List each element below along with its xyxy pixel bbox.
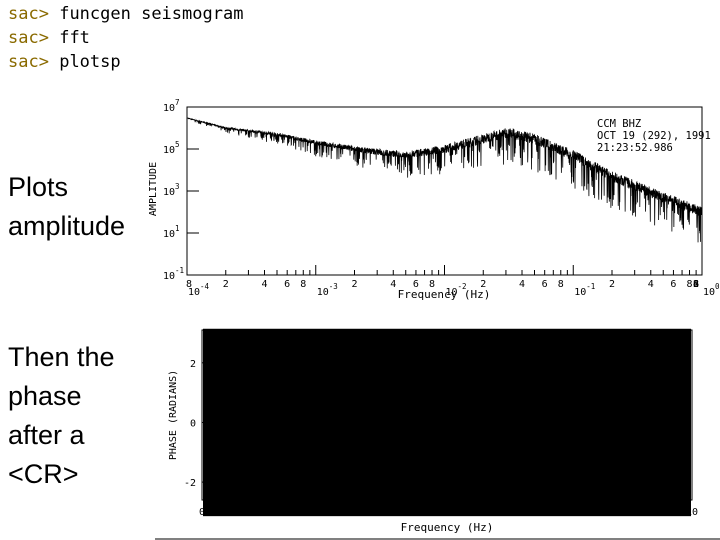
phase-trace-band bbox=[203, 328, 691, 517]
x-minor-label: 2 bbox=[223, 279, 229, 290]
amplitude-x-label: Frequency (Hz) bbox=[398, 288, 491, 301]
amplitude-y-label: AMPLITUDE bbox=[148, 162, 159, 216]
annotation-date: OCT 19 (292), 1991 bbox=[597, 130, 711, 142]
x-minor-label: 8 bbox=[693, 279, 699, 290]
x-decade-label: 10-2 bbox=[446, 282, 467, 298]
y-tick-label: 103 bbox=[163, 182, 180, 198]
y-tick-label: 105 bbox=[163, 140, 180, 156]
annotation-time: 21:23:52.986 bbox=[597, 142, 673, 154]
amplitude-caption: Plots amplitude bbox=[8, 168, 125, 246]
caption-line: Plots bbox=[8, 172, 69, 202]
x-tick-label: 10 bbox=[686, 507, 698, 518]
x-minor-label: 6 bbox=[413, 279, 419, 290]
x-decade-label: 10-4 bbox=[188, 282, 210, 298]
command-text: plotsp bbox=[59, 52, 121, 72]
terminal-line-3: sac> plotsp bbox=[8, 52, 121, 72]
amplitude-trace bbox=[186, 117, 703, 243]
x-minor-label: 8 bbox=[687, 279, 693, 290]
caption-line: <CR> bbox=[8, 459, 79, 489]
x-tick-label: 0 bbox=[199, 507, 205, 518]
x-minor-label: 8 bbox=[558, 279, 564, 290]
x-minor-label: 4 bbox=[693, 279, 699, 290]
x-minor-label: 8 bbox=[429, 279, 435, 290]
y-tick-label: 101 bbox=[163, 224, 180, 240]
prompt: sac> bbox=[8, 4, 49, 24]
caption-line: Then the bbox=[8, 342, 115, 372]
y-tick-label: 0 bbox=[190, 418, 196, 429]
x-minor-label: 2 bbox=[693, 279, 699, 290]
command-text: funcgen seismogram bbox=[59, 4, 244, 24]
x-minor-label: 8 bbox=[186, 279, 192, 290]
caption-line: phase bbox=[8, 381, 82, 411]
y-tick-label: 10-1 bbox=[163, 266, 184, 282]
y-tick-label: -2 bbox=[184, 478, 196, 489]
x-minor-label: 8 bbox=[300, 279, 306, 290]
x-minor-label: 2 bbox=[351, 279, 357, 290]
terminal-line-2: sac> fft bbox=[8, 28, 90, 48]
x-minor-label: 6 bbox=[670, 279, 676, 290]
prompt: sac> bbox=[8, 52, 49, 72]
phase-x-label: Frequency (Hz) bbox=[401, 521, 494, 534]
x-minor-label: 6 bbox=[284, 279, 290, 290]
amplitude-line bbox=[186, 117, 703, 243]
x-decade-label: 10-3 bbox=[317, 282, 338, 298]
x-minor-label: 4 bbox=[648, 279, 654, 290]
annotation-station: CCM BHZ bbox=[597, 118, 641, 130]
y-tick-label: 2 bbox=[190, 359, 196, 370]
command-text: fft bbox=[59, 28, 90, 48]
terminal-line-1: sac> funcgen seismogram bbox=[8, 4, 243, 24]
y-tick-label: 107 bbox=[163, 98, 180, 114]
x-minor-label: 4 bbox=[390, 279, 396, 290]
phase-caption: Then the phase after a <CR> bbox=[8, 338, 115, 494]
prompt: sac> bbox=[8, 28, 49, 48]
x-decade-label: 100 bbox=[703, 282, 720, 298]
x-minor-label: 2 bbox=[480, 279, 486, 290]
caption-line: after a bbox=[8, 420, 85, 450]
x-minor-label: 4 bbox=[519, 279, 525, 290]
phase-plot: 20-20246810 PHASE (RADIANS) Frequency (H… bbox=[168, 328, 698, 534]
x-minor-label: 6 bbox=[693, 279, 699, 290]
phase-y-label: PHASE (RADIANS) bbox=[168, 370, 179, 460]
caption-line: amplitude bbox=[8, 211, 126, 241]
x-minor-label: 4 bbox=[261, 279, 267, 290]
x-minor-label: 6 bbox=[542, 279, 548, 290]
x-decade-label: 10-1 bbox=[574, 282, 595, 298]
x-minor-label: 2 bbox=[609, 279, 615, 290]
